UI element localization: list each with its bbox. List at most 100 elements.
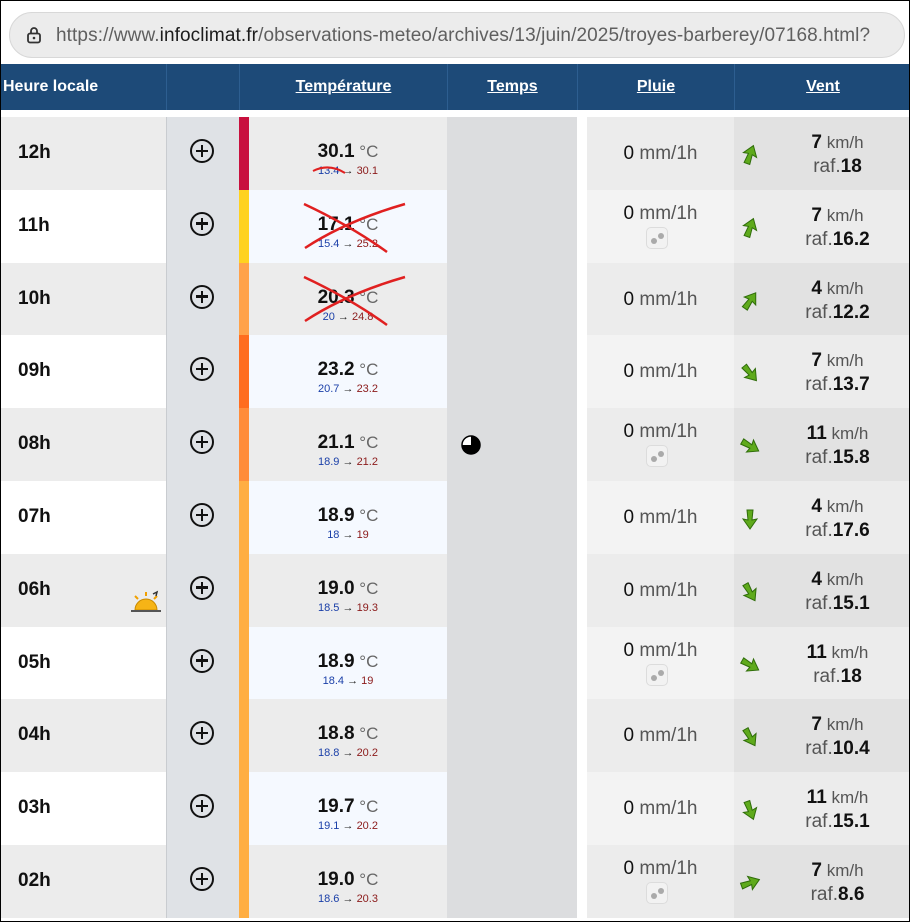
wind-speed: 11 km/h	[764, 423, 909, 445]
wind-cell: 7 km/h raf.8.6	[734, 845, 909, 918]
wind-cell: 4 km/h raf.17.6	[734, 481, 909, 554]
expand-cell[interactable]	[166, 335, 239, 409]
header-spacer	[166, 64, 239, 110]
expand-plus-icon[interactable]	[190, 430, 214, 455]
wind-cell: 7 km/h raf.13.7	[734, 335, 909, 409]
expand-cell[interactable]	[166, 845, 239, 918]
gust-number: 10.4	[832, 738, 870, 760]
range-arrow-icon: →	[339, 820, 357, 833]
temperature-min: 19.1	[318, 820, 340, 833]
rain-cell: 0 mm/1h	[587, 845, 734, 918]
header-rain-link[interactable]: Pluie	[636, 78, 676, 95]
temperature-value: 18.8 °C	[249, 723, 447, 745]
rain-unit: mm/1h	[634, 507, 698, 528]
header-rain[interactable]: Pluie	[577, 64, 734, 110]
rain-gauge-icon	[646, 226, 668, 249]
header-hour: Heure locale	[3, 78, 99, 95]
rain-cell: 0 mm/1h	[587, 262, 734, 336]
temperature-range: 18.4 → 19	[249, 675, 447, 687]
hour-cell: 06h	[1, 553, 166, 627]
expand-cell[interactable]	[166, 408, 239, 482]
gust-prefix: raf.	[805, 447, 833, 469]
rain-number: 0	[623, 725, 635, 747]
temperature-value: 18.9 °C	[249, 651, 447, 673]
column-gap	[577, 189, 587, 263]
red-strike-annotation	[312, 166, 346, 174]
expand-plus-icon[interactable]	[190, 794, 214, 819]
expand-plus-icon[interactable]	[190, 575, 214, 600]
expand-cell[interactable]	[166, 117, 239, 190]
expand-plus-icon[interactable]	[190, 648, 214, 673]
header-weather[interactable]: Temps	[447, 64, 577, 110]
wind-speed: 4 km/h	[764, 496, 909, 518]
temperature-unit: °C	[354, 214, 379, 234]
expand-plus-icon[interactable]	[190, 721, 214, 746]
expand-cell[interactable]	[166, 262, 239, 336]
sunrise-icon	[131, 590, 161, 612]
weather-cell	[447, 189, 577, 263]
wind-direction-arrow-icon	[742, 144, 758, 166]
temperature-max: 20.3	[356, 893, 378, 905]
table-row: 04h 18.8 °C 18.8 → 20.2 0 mm/1h 7 km/h raf.10…	[1, 699, 909, 773]
gust-number: 12.2	[832, 301, 870, 323]
rain-value: 0 mm/1h	[587, 421, 734, 443]
gust-number: 15.1	[832, 811, 870, 833]
expand-plus-icon[interactable]	[190, 503, 214, 527]
rain-cell: 0 mm/1h	[587, 408, 734, 482]
expand-plus-icon[interactable]	[190, 139, 214, 163]
url-text[interactable]: https://www.infoclimat.fr/observations-m…	[56, 25, 870, 47]
expand-cell[interactable]	[166, 772, 239, 846]
expand-plus-icon[interactable]	[190, 357, 214, 382]
temperature-unit: °C	[354, 360, 379, 380]
temperature-cell: 19.0 °C 18.6 → 20.3	[249, 845, 447, 918]
wind-gust: raf.15.8	[764, 447, 909, 469]
expand-plus-icon[interactable]	[190, 211, 214, 236]
table-header: Heure locale Température Temps Pluie Ven…	[1, 64, 909, 110]
expand-plus-icon[interactable]	[190, 284, 214, 309]
temperature-unit: °C	[354, 724, 379, 744]
rain-value: 0 mm/1h	[587, 507, 734, 529]
header-temperature-link[interactable]: Température	[295, 78, 392, 95]
temperature-min: 20.7	[318, 383, 340, 396]
temperature-cell: 21.1 °C 18.9 → 21.2	[249, 408, 447, 482]
gust-number: 18	[840, 156, 862, 177]
temperature-cell: 18.9 °C 18 → 19	[249, 481, 447, 554]
header-weather-link[interactable]: Temps	[487, 78, 538, 95]
rain-value: 0 mm/1h	[587, 203, 734, 225]
wind-unit: km/h	[822, 497, 864, 516]
gust-prefix: raf.	[805, 811, 833, 833]
wind-direction-arrow-icon	[742, 217, 758, 238]
temperature-value: 21.1 °C	[249, 432, 447, 454]
temperature-color-bar	[239, 845, 249, 918]
expand-cell[interactable]	[166, 699, 239, 773]
address-bar[interactable]: https://www.infoclimat.fr/observations-m…	[9, 12, 905, 58]
hour-cell: 07h	[1, 481, 166, 554]
header-temperature[interactable]: Température	[239, 64, 447, 110]
expand-cell[interactable]	[166, 189, 239, 263]
wind-speed-number: 7	[811, 860, 822, 881]
temperature-cell: 23.2 °C 20.7 → 23.2	[249, 335, 447, 409]
expand-cell[interactable]	[166, 553, 239, 627]
expand-cell[interactable]	[166, 481, 239, 554]
wind-cell: 7 km/h raf.10.4	[734, 699, 909, 773]
expand-plus-icon[interactable]	[190, 867, 214, 891]
gust-number: 13.7	[832, 374, 870, 396]
gust-number: 15.1	[832, 592, 870, 614]
rain-unit: mm/1h	[634, 579, 698, 601]
header-wind-link[interactable]: Vent	[806, 78, 840, 95]
rain-value: 0 mm/1h	[587, 143, 734, 165]
hour-label: 03h	[18, 797, 51, 819]
wind-speed-number: 7	[811, 132, 822, 153]
temperature-color-bar	[239, 408, 249, 482]
rain-unit: mm/1h	[634, 288, 698, 310]
wind-speed: 7 km/h	[764, 860, 909, 882]
header-wind[interactable]: Vent	[734, 64, 909, 110]
wind-unit: km/h	[826, 788, 869, 808]
weather-cell	[447, 772, 577, 846]
expand-cell[interactable]	[166, 626, 239, 700]
gust-prefix: raf.	[805, 738, 833, 760]
temperature-color-bar	[239, 772, 249, 846]
rain-gauge-icon	[646, 663, 668, 686]
lock-icon[interactable]	[24, 25, 44, 45]
